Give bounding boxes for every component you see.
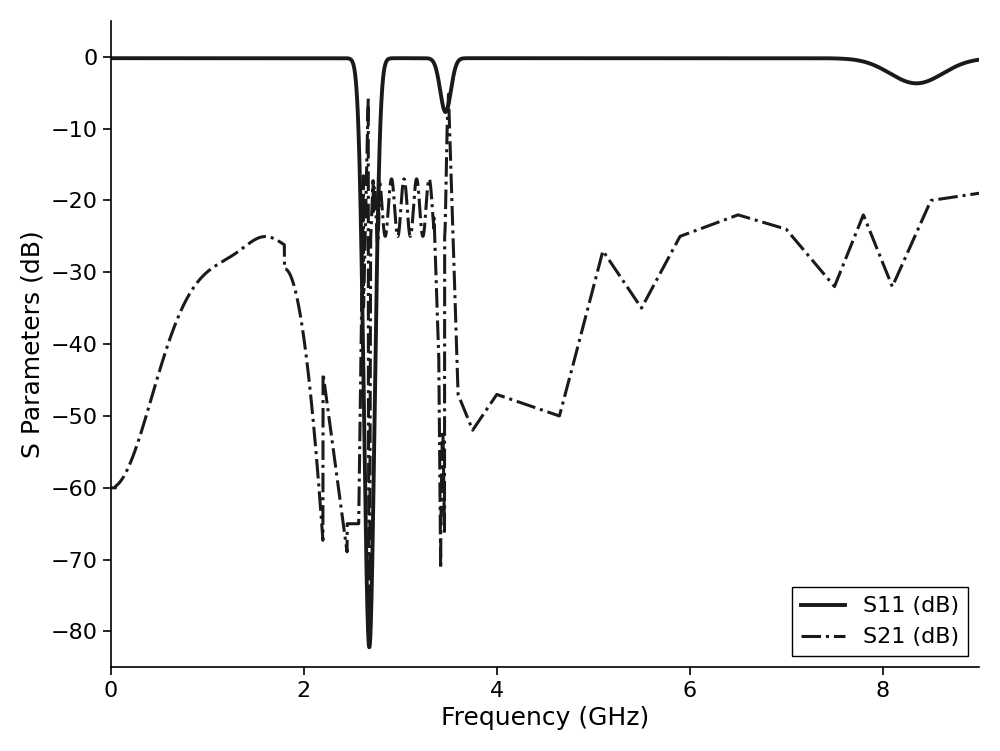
S11 (dB): [363, 643, 375, 652]
S21 (dB): [437, 427, 449, 436]
S21 (dB): [973, 189, 985, 198]
S21 (dB): [626, 290, 638, 299]
S21 (dB): [753, 216, 765, 225]
S11 (dB): [626, 53, 638, 62]
S21 (dB): [819, 271, 831, 280]
S11 (dB): [105, 53, 117, 62]
S21 (dB): [442, 89, 454, 98]
Legend: S11 (dB), S21 (dB): S11 (dB), S21 (dB): [792, 587, 968, 656]
S11 (dB): [437, 101, 449, 110]
S21 (dB): [363, 626, 375, 635]
S21 (dB): [670, 240, 682, 249]
S11 (dB): [753, 53, 765, 62]
S11 (dB): [819, 54, 831, 63]
S11 (dB): [670, 53, 682, 62]
Y-axis label: S Parameters (dB): S Parameters (dB): [21, 231, 45, 458]
S21 (dB): [105, 484, 117, 493]
S21 (dB): [263, 232, 275, 241]
Line: S21 (dB): S21 (dB): [111, 94, 979, 631]
Line: S11 (dB): S11 (dB): [111, 58, 979, 647]
X-axis label: Frequency (GHz): Frequency (GHz): [441, 706, 649, 730]
S11 (dB): [973, 55, 985, 64]
S11 (dB): [263, 53, 275, 62]
